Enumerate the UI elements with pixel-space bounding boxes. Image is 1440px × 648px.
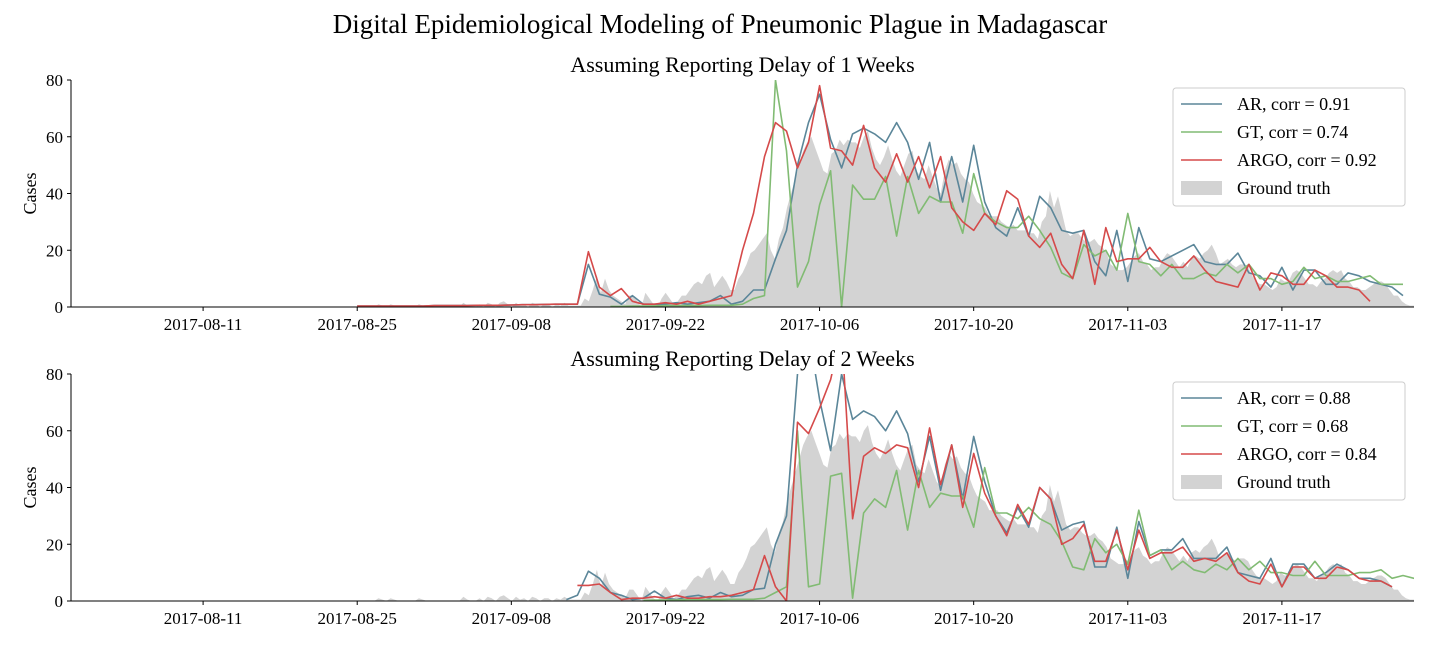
legend: AR, corr = 0.91 GT, corr = 0.74 ARGO, corr… <box>1172 87 1406 207</box>
y-tick-label: 20 <box>46 241 63 260</box>
plot-area <box>71 80 1414 307</box>
panel-delay-2-weeks: Assuming Reporting Delay of 2 Weeks 0 20 40… <box>20 346 1414 628</box>
x-tick-label: 2017-08-11 <box>164 315 243 334</box>
legend-label-truth: Ground truth <box>1237 178 1331 198</box>
y-tick-label: 0 <box>55 298 64 317</box>
legend-label-truth: Ground truth <box>1237 472 1331 492</box>
x-tick-label: 2017-11-03 <box>1088 315 1167 334</box>
y-tick-label: 20 <box>46 535 63 554</box>
legend-label-argo: ARGO, corr = 0.92 <box>1237 150 1377 170</box>
y-tick-label: 40 <box>46 479 63 498</box>
legend-label-gt: GT, corr = 0.74 <box>1237 122 1348 142</box>
legend-box <box>1172 87 1406 207</box>
ground-truth-area <box>71 425 1414 601</box>
x-tick-label: 2017-11-17 <box>1243 609 1322 628</box>
legend: AR, corr = 0.88 GT, corr = 0.68 ARGO, corr… <box>1172 381 1406 501</box>
legend-label-ar: AR, corr = 0.88 <box>1237 388 1351 408</box>
y-axis-label: Cases <box>20 173 40 215</box>
legend-swatch-truth <box>1181 181 1222 195</box>
x-tick-label: 2017-09-22 <box>626 609 705 628</box>
x-tick-label: 2017-09-08 <box>472 315 551 334</box>
x-tick-label: 2017-10-20 <box>934 315 1013 334</box>
x-tick-label: 2017-10-06 <box>780 609 859 628</box>
panel-title: Assuming Reporting Delay of 2 Weeks <box>570 346 914 371</box>
y-tick-label: 80 <box>46 365 63 384</box>
series-gt-line <box>610 80 1403 307</box>
x-tick-label: 2017-08-11 <box>164 609 243 628</box>
legend-swatch-truth <box>1181 475 1222 489</box>
y-tick-label: 0 <box>55 592 64 611</box>
y-tick-label: 40 <box>46 185 63 204</box>
y-tick-label: 60 <box>46 422 63 441</box>
panel-title: Assuming Reporting Delay of 1 Weeks <box>570 52 914 77</box>
figure-title: Digital Epidemiological Modeling of Pneu… <box>333 9 1108 39</box>
y-axis-label: Cases <box>20 467 40 509</box>
x-tick-label: 2017-11-17 <box>1243 315 1322 334</box>
series-argo-line <box>357 84 1371 307</box>
plot-area <box>71 374 1414 601</box>
panel-delay-1-week: Assuming Reporting Delay of 1 Weeks 0 20 40… <box>20 52 1414 334</box>
legend-label-ar: AR, corr = 0.91 <box>1237 94 1351 114</box>
legend-label-argo: ARGO, corr = 0.84 <box>1237 444 1377 464</box>
x-tick-label: 2017-11-03 <box>1088 609 1167 628</box>
legend-box <box>1172 381 1406 501</box>
x-tick-label: 2017-10-06 <box>780 315 859 334</box>
x-tick-label: 2017-08-25 <box>318 315 397 334</box>
x-tick-label: 2017-09-08 <box>472 609 551 628</box>
series-gt-line <box>643 429 1414 601</box>
series-argo-line <box>577 374 1393 601</box>
y-tick-label: 80 <box>46 71 63 90</box>
x-tick-label: 2017-08-25 <box>318 609 397 628</box>
x-tick-label: 2017-10-20 <box>934 609 1013 628</box>
legend-label-gt: GT, corr = 0.68 <box>1237 416 1348 436</box>
y-tick-label: 60 <box>46 128 63 147</box>
x-tick-label: 2017-09-22 <box>626 315 705 334</box>
